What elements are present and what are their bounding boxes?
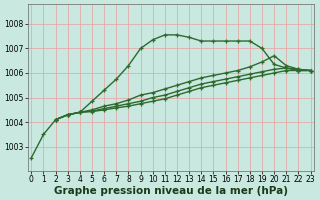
X-axis label: Graphe pression niveau de la mer (hPa): Graphe pression niveau de la mer (hPa)	[54, 186, 288, 196]
